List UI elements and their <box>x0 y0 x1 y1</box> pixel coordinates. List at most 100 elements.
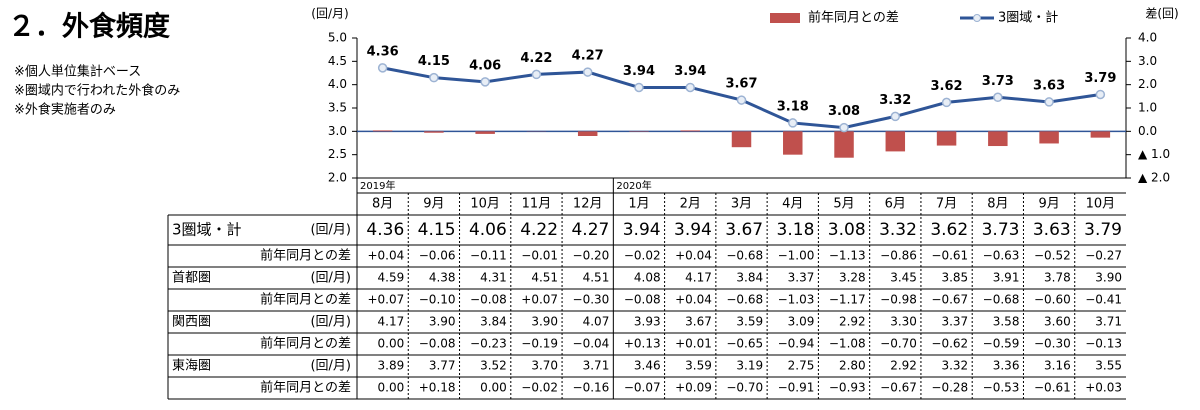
bar <box>475 131 495 134</box>
cell: −0.59 <box>983 337 1020 351</box>
marker <box>429 72 439 83</box>
x-tick-label: 8月 <box>372 197 393 212</box>
row-label: 前年同月との差 <box>260 336 351 352</box>
cell: 4.07 <box>583 315 610 329</box>
cell: −0.70 <box>726 381 763 395</box>
cell: 3.94 <box>623 220 661 240</box>
cell: −0.08 <box>624 293 661 307</box>
cell: 0.00 <box>378 337 405 351</box>
x-tick-label: 8月 <box>987 197 1008 212</box>
legend-swatch <box>770 13 800 23</box>
cell: −0.61 <box>1034 381 1071 395</box>
cell: 3.55 <box>1095 359 1122 373</box>
marker <box>788 118 798 128</box>
bar <box>936 131 957 146</box>
cell: 3.46 <box>634 359 661 373</box>
marker <box>839 122 849 133</box>
y-tick-label: 3.0 <box>328 124 347 138</box>
data-label: 3.79 <box>1084 71 1116 86</box>
cell: −0.52 <box>1034 249 1071 263</box>
cell: +0.03 <box>1085 381 1122 395</box>
data-label: 4.27 <box>572 49 604 64</box>
y-axis-title: (回/月) <box>311 7 348 21</box>
cell: 4.08 <box>634 271 661 285</box>
cell: 3.93 <box>634 315 661 329</box>
marker <box>531 69 542 80</box>
cell: −0.86 <box>880 249 917 263</box>
cell: 3.36 <box>993 359 1020 373</box>
bar <box>885 131 906 152</box>
cell: 3.77 <box>429 359 456 373</box>
data-label: 3.18 <box>777 99 809 114</box>
year-label: 2020年 <box>616 179 651 192</box>
x-tick-label: 3月 <box>731 197 752 212</box>
y2-tick-label: ▲ 2.0 <box>1138 171 1170 185</box>
cell: −0.53 <box>983 381 1020 395</box>
x-tick-label: 5月 <box>833 197 854 212</box>
bar <box>988 131 1008 147</box>
y2-tick-label: 0.0 <box>1138 124 1157 138</box>
y-tick-label: 4.5 <box>328 54 347 68</box>
bar <box>1039 131 1059 144</box>
cell: 3.73 <box>982 220 1020 240</box>
cell: −0.68 <box>726 293 763 307</box>
data-label: 4.15 <box>418 54 450 69</box>
cell: −0.67 <box>931 293 968 307</box>
cell: 3.90 <box>1095 271 1122 285</box>
cell: −0.08 <box>419 337 456 351</box>
cell: +0.04 <box>675 293 712 307</box>
marker <box>480 77 490 87</box>
cell: 3.19 <box>736 359 763 373</box>
marker <box>890 111 901 122</box>
cell: −0.27 <box>1085 249 1122 263</box>
cell: +0.18 <box>419 381 456 395</box>
cell: −0.11 <box>470 249 507 263</box>
cell: 0.00 <box>480 381 507 395</box>
cell: 4.15 <box>418 220 456 240</box>
data-label: 4.22 <box>520 51 552 66</box>
cell: 4.38 <box>429 271 456 285</box>
cell: −0.91 <box>778 381 815 395</box>
cell: 0.00 <box>378 381 405 395</box>
legend-marker <box>973 14 981 22</box>
cell: −0.04 <box>573 337 610 351</box>
cell: 4.22 <box>520 220 558 240</box>
cell: 4.36 <box>366 220 404 240</box>
cell: −0.23 <box>470 337 507 351</box>
legend-label: 前年同月との差 <box>808 10 899 26</box>
cell: 3.91 <box>993 271 1020 285</box>
cell: −0.13 <box>1085 337 1122 351</box>
cell: +0.04 <box>367 249 404 263</box>
cell: −0.02 <box>624 249 661 263</box>
cell: 3.62 <box>930 220 968 240</box>
marker <box>685 82 695 93</box>
marker <box>1095 89 1106 100</box>
cell: +0.07 <box>521 293 558 307</box>
bar <box>731 131 752 148</box>
bar <box>783 131 803 155</box>
cell: 4.51 <box>531 271 558 285</box>
y2-tick-label: 1.0 <box>1138 101 1157 115</box>
cell: −0.20 <box>573 249 610 263</box>
note: ※外食実施者のみ <box>14 102 116 118</box>
cell: 3.84 <box>736 271 763 285</box>
row-label: 関西圏 <box>172 315 211 330</box>
cell: −1.13 <box>829 249 866 263</box>
data-label: 3.94 <box>674 64 706 79</box>
x-tick-label: 9月 <box>1038 197 1059 212</box>
data-label: 3.08 <box>828 104 860 119</box>
row-label: 前年同月との差 <box>260 292 351 308</box>
cell: 3.08 <box>828 220 866 240</box>
marker <box>1044 97 1054 107</box>
bar <box>1090 131 1111 138</box>
row-unit: (回/月) <box>310 359 351 374</box>
cell: −0.67 <box>880 381 917 395</box>
row-unit: (回/月) <box>310 315 351 330</box>
x-tick-label: 9月 <box>423 197 444 212</box>
cell: −0.19 <box>521 337 558 351</box>
cell: 3.71 <box>1095 315 1122 329</box>
cell: 3.85 <box>941 271 968 285</box>
cell: −1.17 <box>829 293 866 307</box>
cell: 3.90 <box>531 315 558 329</box>
x-tick-label: 1月 <box>628 197 649 212</box>
